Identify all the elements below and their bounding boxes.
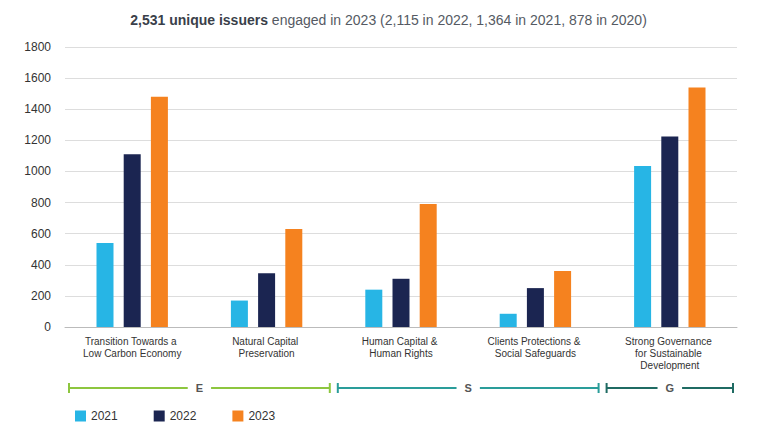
svg-text:2022: 2022 [170, 409, 197, 423]
svg-text:Transition Towards a: Transition Towards a [85, 336, 180, 347]
svg-text:800: 800 [31, 196, 51, 210]
svg-text:Development: Development [640, 360, 699, 371]
svg-text:Clients Protections &: Clients Protections & [488, 336, 584, 347]
svg-text:Natural Capital: Natural Capital [232, 336, 301, 347]
svg-text:E: E [196, 382, 203, 394]
svg-text:400: 400 [31, 258, 51, 272]
svg-text:2,531 unique issuers: 2,531 unique issuers [130, 12, 268, 28]
svg-text:G: G [666, 382, 675, 394]
svg-text:0: 0 [44, 320, 51, 334]
svg-text:200: 200 [31, 289, 51, 303]
svg-text:1200: 1200 [24, 133, 51, 147]
svg-text:1400: 1400 [24, 102, 51, 116]
svg-text:Strong Governance: Strong Governance [625, 336, 715, 347]
svg-text:S: S [465, 382, 472, 394]
svg-text:1600: 1600 [24, 71, 51, 85]
svg-text:Social Safeguards: Social Safeguards [495, 348, 576, 359]
svg-text:1000: 1000 [24, 164, 51, 178]
svg-text:2023: 2023 [248, 409, 275, 423]
svg-text:Low Carbon Economy: Low Carbon Economy [83, 348, 181, 359]
svg-text:2021: 2021 [91, 409, 118, 423]
svg-text:Preservation: Preservation [239, 348, 295, 359]
svg-text:600: 600 [31, 227, 51, 241]
svg-text:for Sustainable: for Sustainable [635, 348, 705, 359]
svg-text:engaged in 2023 (2,115 in 2022: engaged in 2023 (2,115 in 2022, 1,364 in… [268, 12, 647, 28]
svg-text:Human Capital &: Human Capital & [362, 336, 440, 347]
svg-text:1800: 1800 [24, 40, 51, 54]
svg-text:Human Rights: Human Rights [369, 348, 432, 359]
